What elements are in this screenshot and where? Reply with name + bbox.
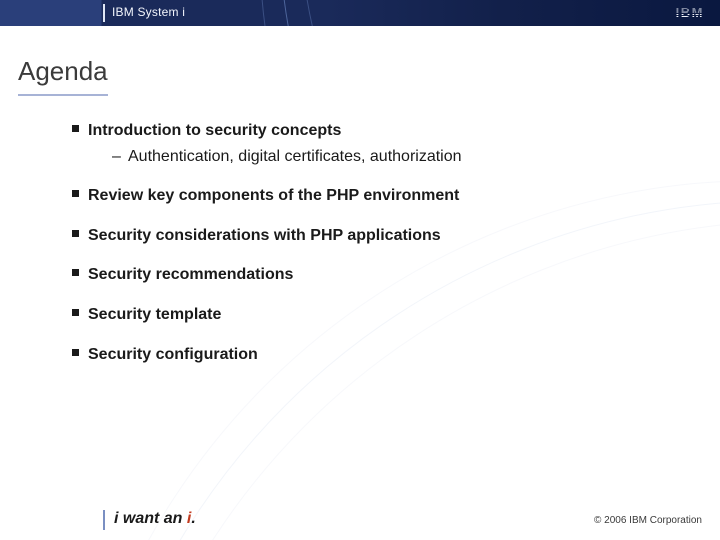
decorative-arc [300, 0, 720, 26]
list-item-label: Introduction to security concepts [88, 122, 341, 139]
ibm-logo: IBM [676, 5, 704, 20]
dash-bullet-icon: – [112, 146, 121, 168]
list-item: Security recommendations [72, 264, 690, 286]
list-subitem: – Authentication, digital certificates, … [112, 146, 690, 168]
square-bullet-icon [72, 349, 79, 356]
decorative-arc [260, 0, 720, 26]
tagline: i want an i. [114, 510, 196, 528]
copyright: © 2006 IBM Corporation [594, 515, 702, 526]
list-item-label: Security template [88, 306, 221, 323]
title-underline [18, 94, 108, 96]
square-bullet-icon [72, 125, 79, 132]
list-item-label: Review key components of the PHP environ… [88, 187, 459, 204]
list-item: Introduction to security concepts – Auth… [72, 120, 690, 167]
square-bullet-icon [72, 190, 79, 197]
list-item-label: Security considerations with PHP applica… [88, 227, 441, 244]
list-item: Security template [72, 304, 690, 326]
header-divider [103, 4, 105, 22]
agenda-list: Introduction to security concepts – Auth… [72, 120, 690, 383]
slide: IBM System i IBM Agenda Introduction to … [0, 0, 720, 540]
square-bullet-icon [72, 269, 79, 276]
list-item-label: Security configuration [88, 346, 258, 363]
list-subitem-label: Authentication, digital certificates, au… [128, 148, 462, 165]
list-item: Review key components of the PHP environ… [72, 185, 690, 207]
list-item: Security considerations with PHP applica… [72, 225, 690, 247]
list-item-label: Security recommendations [88, 266, 293, 283]
tagline-prefix: i want an [114, 510, 187, 527]
list-item: Security configuration [72, 344, 690, 366]
decorative-arc [280, 0, 720, 26]
square-bullet-icon [72, 309, 79, 316]
tagline-suffix: . [191, 510, 195, 527]
square-bullet-icon [72, 230, 79, 237]
footer-divider [103, 510, 105, 530]
header-bar: IBM System i IBM [0, 0, 720, 26]
product-label: IBM System i [112, 5, 185, 19]
page-title: Agenda [18, 56, 108, 87]
